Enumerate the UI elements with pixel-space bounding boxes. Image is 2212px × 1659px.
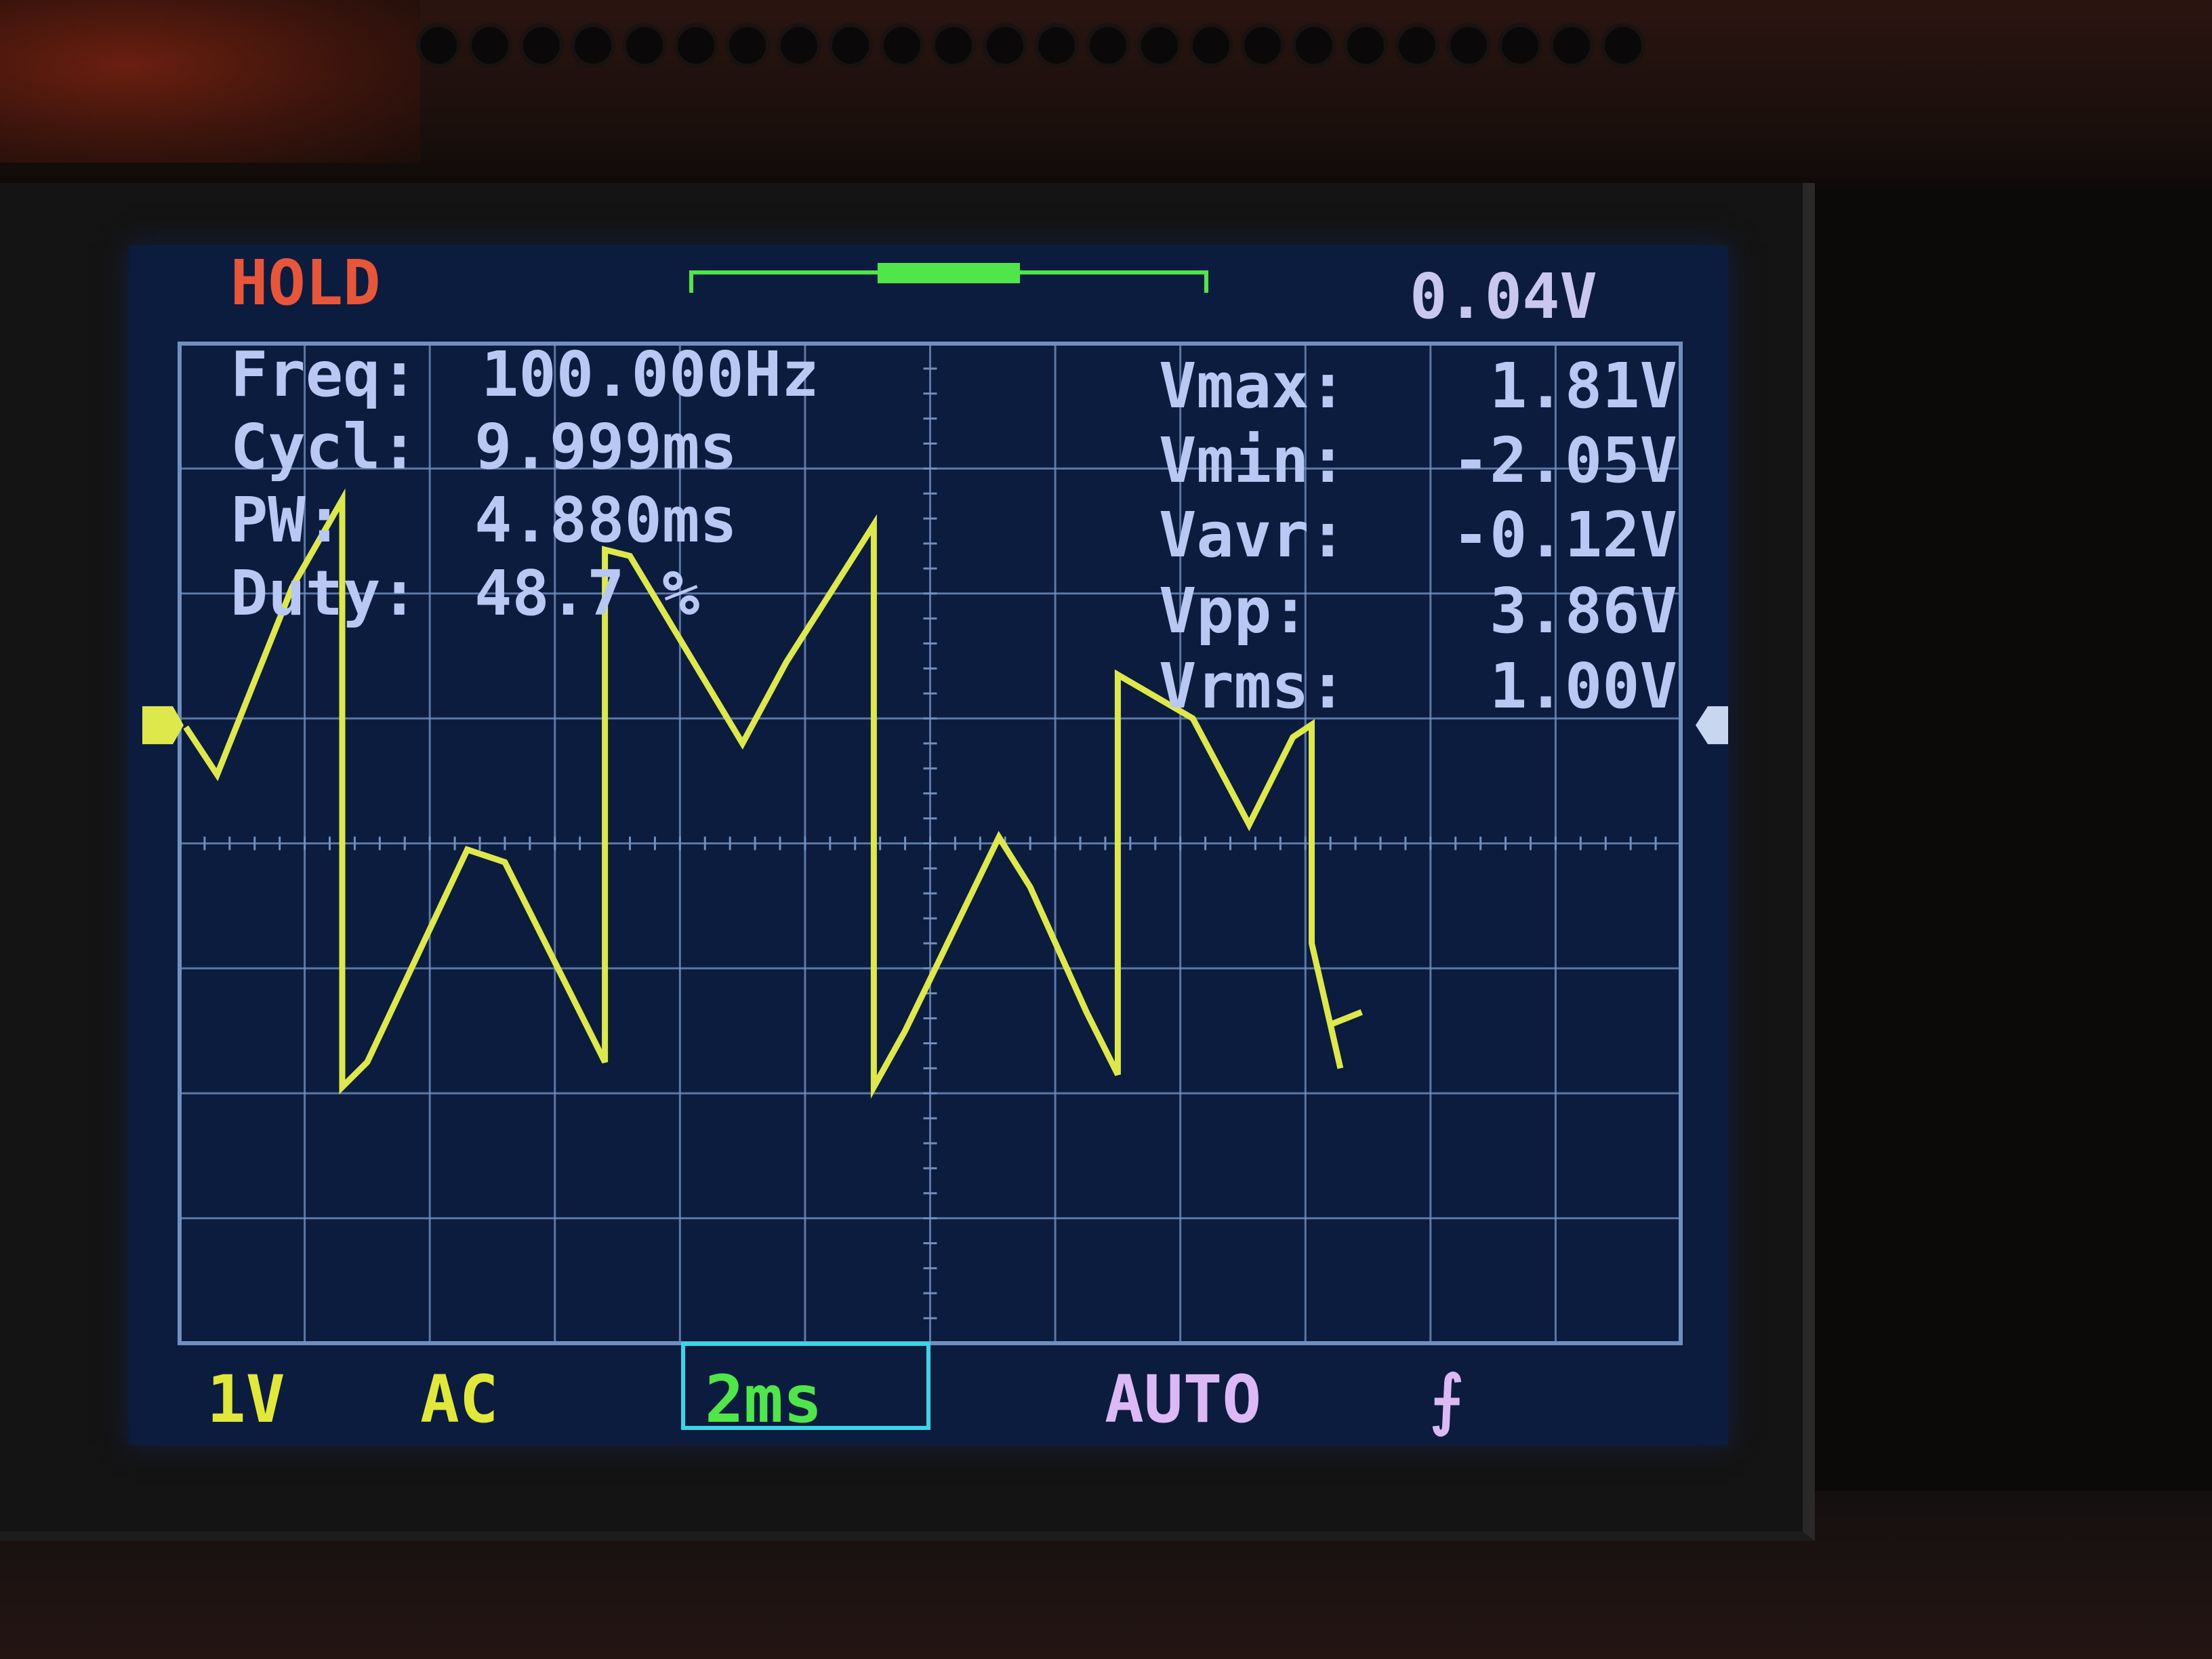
header-pin [678,27,714,64]
coupling-setting[interactable]: AC [420,1361,499,1437]
vmin-value: -2.05V [1452,424,1677,497]
header-pin [1296,27,1332,64]
pulse-width-label: PW: [230,484,344,556]
vmax-label: Vmax: [1159,350,1347,422]
header-pin [626,27,663,64]
freq-value: 100.000Hz [481,338,819,411]
duty-value: 48.7 % [474,557,700,630]
scope-plot [142,263,1728,1345]
header-pin [1244,27,1281,64]
pcb-board-top [0,0,2212,190]
header-pins [420,27,1708,163]
header-pin [1141,27,1178,64]
header-pin [575,27,611,64]
trace-markers [142,706,1728,745]
pcb-red-corner [0,0,420,163]
vmax-value: 1.81V [1490,350,1677,422]
header-pin [1502,27,1538,64]
trigger-level-readout: 0.04V [1410,260,1597,333]
selected-setting-box [681,1342,930,1430]
vrms-value: 1.00V [1490,650,1677,722]
trigger-level-marker [1696,706,1728,745]
vavr-label: Vavr: [1159,499,1347,571]
pulse-width-value: 4.880ms [474,484,737,556]
header-pin [1347,27,1384,64]
vrms-label: Vrms: [1159,650,1347,722]
header-pin [523,27,560,64]
time-per-div-setting[interactable]: 2ms [705,1361,823,1437]
vavr-value: -0.12V [1452,499,1677,571]
header-pin [1090,27,1126,64]
cycle-label: Cycl: [230,411,418,483]
volts-per-div-setting[interactable]: 1V [207,1361,285,1437]
duty-label: Duty: [230,557,418,630]
header-pin [420,27,457,64]
trigger-mode-setting[interactable]: AUTO [1105,1361,1262,1437]
header-pin [1193,27,1229,64]
header-pin [987,27,1023,64]
buffer-position-indicator [689,263,1208,293]
header-pin [1399,27,1435,64]
scope-grid [178,342,1683,1345]
buffer-window [878,263,1020,283]
header-pin [1038,27,1075,64]
ground-level-marker [142,706,184,745]
header-pin [729,27,766,64]
cycle-value: 9.999ms [474,411,737,483]
header-pin [1450,27,1487,64]
vmin-label: Vmin: [1159,424,1347,497]
vpp-label: Vpp: [1159,575,1309,647]
header-pin [1605,27,1641,64]
waveform-trace [183,488,1363,1099]
header-pin [832,27,869,64]
vpp-value: 3.86V [1490,575,1677,647]
freq-label: Freq: [230,338,418,411]
trigger-edge-icon[interactable]: ⨍ [1430,1361,1465,1437]
header-pin [1553,27,1590,64]
header-pin [884,27,920,64]
header-pin [935,27,972,64]
hold-status[interactable]: HOLD [230,247,381,319]
header-pin [781,27,817,64]
oscilloscope-screen: HOLD 0.04V Freq: 100.000Hz Cycl: 9.999ms… [129,245,1728,1445]
header-pin [472,27,508,64]
